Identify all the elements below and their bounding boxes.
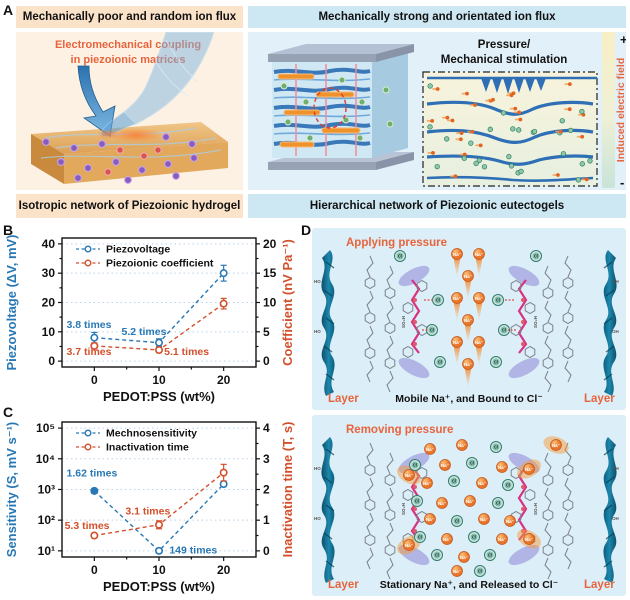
svg-text:Piezovoltage: Piezovoltage — [106, 244, 170, 256]
svg-text:5.1 times: 5.1 times — [164, 346, 209, 358]
eutectogel-illustration: Pressure/ Mechanical stimulation + - Ind… — [248, 32, 626, 190]
svg-text:0: 0 — [91, 563, 98, 577]
panel-a-left-header: Mechanically poor and random ion flux — [16, 6, 243, 28]
svg-text:10³: 10³ — [38, 482, 55, 496]
coupling-annotation-line1: Electromechanical coupling — [55, 39, 201, 51]
svg-text:20: 20 — [217, 563, 231, 577]
stimulus-label-line1: Pressure/ — [478, 39, 531, 51]
svg-text:20: 20 — [42, 296, 56, 310]
layer-label-right: Layer — [584, 579, 615, 591]
svg-text:20: 20 — [217, 373, 231, 387]
svg-text:10: 10 — [152, 373, 166, 387]
mobile-na-ions — [394, 249, 542, 389]
svg-text:10⁴: 10⁴ — [36, 452, 55, 466]
svg-text:Piezovoltage (ΔV, mV): Piezovoltage (ΔV, mV) — [4, 234, 19, 370]
svg-text:Mechnosensitivity: Mechnosensitivity — [106, 428, 197, 440]
ion-dots-graphic — [42, 133, 198, 184]
svg-text:Piezoionic coefficient: Piezoionic coefficient — [106, 258, 214, 270]
svg-text:5.2 times: 5.2 times — [121, 326, 166, 338]
layer-label-left: Layer — [328, 393, 359, 405]
svg-text:0: 0 — [263, 544, 270, 558]
svg-text:0: 0 — [91, 373, 98, 387]
layer-label-right: Layer — [584, 393, 615, 405]
indenter-triangles-icon — [481, 78, 546, 94]
panel-a-label: A — [3, 2, 14, 18]
panel-a-right-header: Mechanically strong and orientated ion f… — [248, 6, 626, 28]
gel-slab-graphic — [31, 122, 228, 184]
svg-text:3.7 times: 3.7 times — [67, 346, 112, 358]
svg-text:15: 15 — [263, 266, 277, 280]
hand-icon — [97, 32, 215, 139]
svg-text:2: 2 — [263, 483, 270, 497]
panel-a-right-caption: Hierarchical network of Piezoionic eutec… — [248, 194, 626, 218]
field-plus-label: + — [620, 32, 626, 47]
panel-d-applying-pressure: Applying pressure Layer Layer Mobile Na⁺… — [312, 228, 626, 410]
svg-text:0: 0 — [263, 354, 270, 368]
layer-label-left: Layer — [328, 579, 359, 591]
panel-b-label: B — [3, 222, 14, 238]
svg-text:5.3 times: 5.3 times — [65, 520, 110, 532]
stationary-ions — [397, 436, 569, 577]
mobile-na-caption: Mobile Na⁺, and Bound to Cl⁻ — [395, 393, 543, 405]
svg-text:10¹: 10¹ — [38, 544, 55, 558]
svg-text:5: 5 — [263, 325, 270, 339]
svg-text:30: 30 — [42, 266, 56, 280]
svg-text:10⁵: 10⁵ — [36, 421, 55, 435]
stationary-na-caption: Stationary Na⁺, and Released to Cl⁻ — [380, 579, 559, 591]
panel-a-left-caption: Isotropic network of Piezoionic hydrogel — [16, 194, 243, 218]
svg-text:0: 0 — [48, 354, 55, 368]
svg-text:1: 1 — [263, 513, 270, 527]
field-gradient-bar: + - Induced electric field — [602, 32, 626, 190]
svg-text:Inactivation time: Inactivation time — [106, 442, 189, 454]
svg-text:10²: 10² — [38, 513, 55, 527]
svg-text:Sensitivity (S, mV s⁻¹): Sensitivity (S, mV s⁻¹) — [4, 422, 19, 557]
panel-c-label: C — [3, 404, 14, 420]
panel-d-label: D — [301, 222, 312, 238]
induced-field-label: Induced electric field — [615, 58, 626, 162]
panel-d-removing-pressure: Removing pressure Layer Layer Stationary… — [312, 415, 626, 596]
svg-text:10: 10 — [42, 325, 56, 339]
svg-text:PEDOT:PSS (wt%): PEDOT:PSS (wt%) — [103, 579, 215, 594]
svg-text:3: 3 — [263, 452, 270, 466]
svg-text:1.62 times: 1.62 times — [67, 468, 118, 480]
microstructure-inset — [422, 71, 598, 187]
removing-pressure-title: Removing pressure — [346, 424, 453, 436]
svg-text:PEDOT:PSS (wt%): PEDOT:PSS (wt%) — [103, 389, 215, 404]
svg-text:3.8 times: 3.8 times — [67, 319, 112, 331]
compressed-cube-graphic — [268, 44, 414, 170]
svg-text:10: 10 — [263, 296, 277, 310]
svg-text:10: 10 — [152, 563, 166, 577]
hydrogel-illustration: Electromechanical coupling in piezoionic… — [16, 32, 243, 190]
svg-text:4: 4 — [263, 421, 270, 435]
svg-text:Inactivation time (T, s): Inactivation time (T, s) — [280, 422, 295, 558]
stimulus-label-line2: Mechanical stimulation — [441, 54, 568, 66]
inset-ion-dots — [426, 82, 593, 183]
applying-pressure-title: Applying pressure — [346, 237, 447, 249]
field-minus-label: - — [620, 175, 624, 190]
svg-text:40: 40 — [42, 237, 56, 251]
svg-text:Coefficient (nV Pa⁻¹): Coefficient (nV Pa⁻¹) — [280, 239, 295, 366]
svg-text:149 times: 149 times — [169, 544, 217, 556]
svg-text:20: 20 — [263, 237, 277, 251]
svg-text:3.1 times: 3.1 times — [125, 505, 170, 517]
